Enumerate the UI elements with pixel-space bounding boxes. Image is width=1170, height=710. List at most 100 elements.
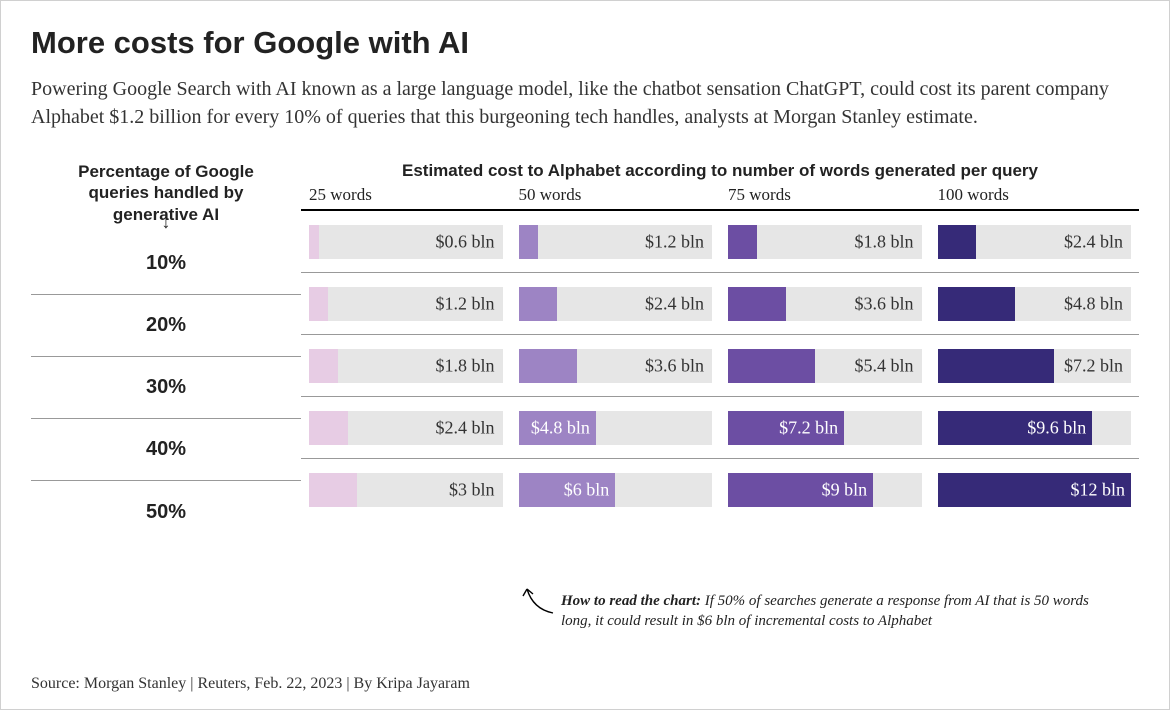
bar-wrap: $4.8 bln	[938, 287, 1132, 321]
bar-cell: $2.4 bln	[930, 211, 1140, 272]
bar-value-label: $2.4 bln	[435, 417, 494, 438]
bar-fill	[309, 225, 319, 259]
bar-value-label: $7.2 bln	[1064, 355, 1123, 376]
bar-value-label: $12 bln	[1070, 480, 1125, 501]
bar-wrap: $1.8 bln	[728, 225, 922, 259]
bar-wrap: $7.2 bln	[938, 349, 1132, 383]
bar-fill	[309, 287, 328, 321]
row-axis-title: Percentage of Google queries handled by …	[31, 161, 301, 211]
bar-wrap: $1.2 bln	[309, 287, 503, 321]
bar-fill	[309, 411, 348, 445]
bar-cell: $9.6 bln	[930, 397, 1140, 458]
bar-value-label: $1.8 bln	[854, 231, 913, 252]
row-label: 50%	[31, 481, 301, 543]
bar-wrap: $3.6 bln	[728, 287, 922, 321]
bar-cell: $1.2 bln	[301, 273, 511, 334]
bar-wrap: $3.6 bln	[519, 349, 713, 383]
row-label: 10%	[31, 233, 301, 295]
annotation-title: How to read the chart:	[561, 593, 701, 609]
data-row: $1.2 bln $2.4 bln $3.6 bln $4.8 bln	[301, 273, 1139, 335]
bar-fill	[938, 287, 1015, 321]
bar-value-label: $6 bln	[564, 480, 610, 501]
bar-cell: $0.6 bln	[301, 211, 511, 272]
bar-cell: $2.4 bln	[511, 273, 721, 334]
bar-cell: $3 bln	[301, 459, 511, 521]
column-axis-title: Estimated cost to Alphabet according to …	[301, 161, 1139, 185]
row-label: 20%	[31, 295, 301, 357]
bar-value-label: $1.2 bln	[645, 231, 704, 252]
source-credit: Source: Morgan Stanley | Reuters, Feb. 2…	[31, 675, 470, 693]
column-header: 100 words	[930, 185, 1140, 205]
column-headers-row: 25 words50 words75 words100 words	[301, 185, 1139, 211]
annotation-arrow-icon	[519, 579, 559, 619]
bar-fill	[519, 225, 538, 259]
arrow-down-icon: ↓	[31, 213, 301, 233]
bar-value-label: $1.2 bln	[435, 293, 494, 314]
bar-value-label: $5.4 bln	[854, 355, 913, 376]
bar-wrap: $4.8 bln	[519, 411, 713, 445]
bar-fill	[728, 349, 815, 383]
bar-cell: $6 bln	[511, 459, 721, 521]
chart-area: Percentage of Google queries handled by …	[31, 161, 1139, 543]
bar-cell: $5.4 bln	[720, 335, 930, 396]
bar-value-label: $9.6 bln	[1027, 417, 1086, 438]
data-columns: Estimated cost to Alphabet according to …	[301, 161, 1139, 543]
bar-value-label: $7.2 bln	[779, 417, 838, 438]
bar-value-label: $1.8 bln	[435, 355, 494, 376]
data-row: $1.8 bln $3.6 bln $5.4 bln $7.2 bln	[301, 335, 1139, 397]
chart-subtitle: Powering Google Search with AI known as …	[31, 75, 1139, 131]
data-row: $3 bln $6 bln $9 bln $12 bln	[301, 459, 1139, 521]
column-header: 75 words	[720, 185, 930, 205]
bar-wrap: $2.4 bln	[519, 287, 713, 321]
bar-value-label: $9 bln	[822, 480, 868, 501]
bar-wrap: $7.2 bln	[728, 411, 922, 445]
bar-cell: $4.8 bln	[511, 397, 721, 458]
bar-value-label: $4.8 bln	[1064, 293, 1123, 314]
bar-cell: $1.8 bln	[720, 211, 930, 272]
bar-wrap: $3 bln	[309, 473, 503, 507]
bar-fill	[938, 349, 1054, 383]
bar-value-label: $3 bln	[449, 480, 495, 501]
row-label: 30%	[31, 357, 301, 419]
bar-wrap: $0.6 bln	[309, 225, 503, 259]
bar-value-label: $3.6 bln	[854, 293, 913, 314]
bar-value-label: $3.6 bln	[645, 355, 704, 376]
bar-fill	[938, 225, 977, 259]
bar-value-label: $2.4 bln	[645, 293, 704, 314]
bar-wrap: $1.2 bln	[519, 225, 713, 259]
bar-cell: $1.8 bln	[301, 335, 511, 396]
bar-cell: $4.8 bln	[930, 273, 1140, 334]
bar-wrap: $2.4 bln	[938, 225, 1132, 259]
column-header: 50 words	[511, 185, 721, 205]
row-label: 40%	[31, 419, 301, 481]
column-header: 25 words	[301, 185, 511, 205]
bar-fill	[309, 473, 357, 507]
bar-wrap: $9.6 bln	[938, 411, 1132, 445]
data-row: $2.4 bln $4.8 bln $7.2 bln $9.6 bln	[301, 397, 1139, 459]
bar-wrap: $2.4 bln	[309, 411, 503, 445]
bar-wrap: $6 bln	[519, 473, 713, 507]
bar-cell: $12 bln	[930, 459, 1140, 521]
bar-cell: $1.2 bln	[511, 211, 721, 272]
bar-fill	[309, 349, 338, 383]
bar-cell: $3.6 bln	[720, 273, 930, 334]
chart-title: More costs for Google with AI	[31, 25, 1139, 61]
bar-cell: $7.2 bln	[930, 335, 1140, 396]
data-row: $0.6 bln $1.2 bln $1.8 bln $2.4 bln	[301, 211, 1139, 273]
bar-wrap: $12 bln	[938, 473, 1132, 507]
bar-value-label: $4.8 bln	[531, 417, 590, 438]
bar-wrap: $1.8 bln	[309, 349, 503, 383]
bar-fill	[728, 287, 786, 321]
bar-value-label: $0.6 bln	[435, 231, 494, 252]
bar-fill	[728, 225, 757, 259]
bar-wrap: $9 bln	[728, 473, 922, 507]
bar-value-label: $2.4 bln	[1064, 231, 1123, 252]
bar-cell: $3.6 bln	[511, 335, 721, 396]
bar-fill	[519, 287, 558, 321]
bar-cell: $9 bln	[720, 459, 930, 521]
bar-cell: $2.4 bln	[301, 397, 511, 458]
annotation-text: How to read the chart: If 50% of searche…	[561, 591, 1101, 632]
row-labels-column: Percentage of Google queries handled by …	[31, 161, 301, 543]
bar-wrap: $5.4 bln	[728, 349, 922, 383]
bar-cell: $7.2 bln	[720, 397, 930, 458]
